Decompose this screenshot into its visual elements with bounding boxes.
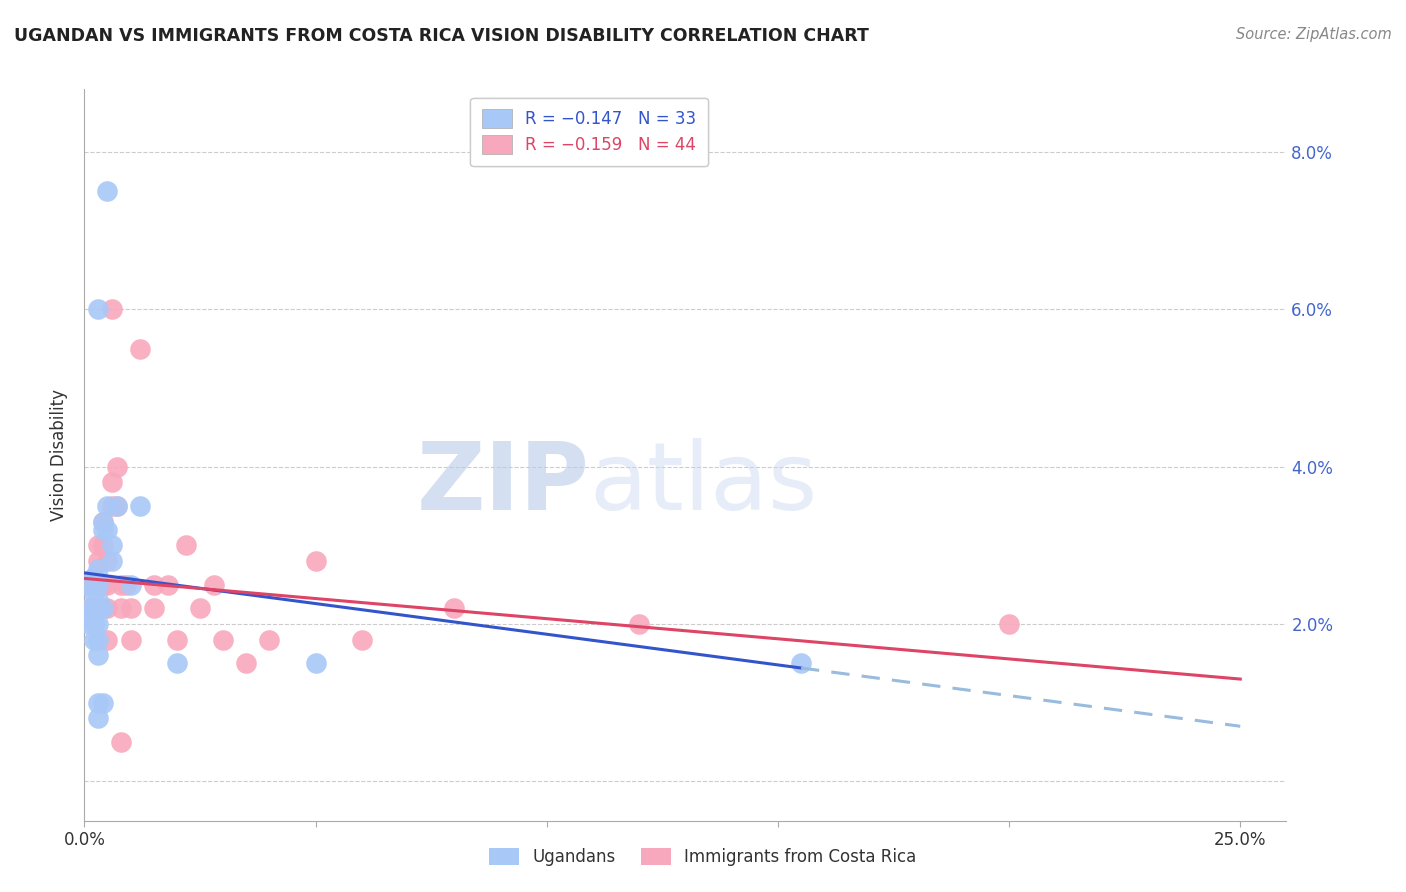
Point [304,554,326,568]
Point [87,711,110,725]
Text: atlas: atlas [589,438,817,530]
Point [174,538,197,552]
Point [91,523,114,537]
Legend: Ugandans, Immigrants from Costa Rica: Ugandans, Immigrants from Costa Rica [481,840,925,875]
Point [77,601,100,615]
Point [105,499,128,513]
Point [87,538,110,552]
Point [304,657,326,671]
Point [87,593,110,607]
Point [142,601,165,615]
Point [83,585,105,599]
Point [120,577,142,591]
Point [91,601,114,615]
Point [77,617,100,632]
Point [101,475,124,490]
Point [91,601,114,615]
Point [87,302,110,317]
Point [120,601,142,615]
Point [110,601,132,615]
Point [77,577,100,591]
Point [87,601,110,615]
Point [91,515,114,529]
Point [101,554,124,568]
Point [87,554,110,568]
Point [96,523,118,537]
Point [188,601,211,615]
Point [91,538,114,552]
Point [166,657,188,671]
Point [110,735,132,749]
Point [350,632,373,647]
Point [83,617,105,632]
Point [77,601,100,615]
Point [87,601,110,615]
Point [142,577,165,591]
Point [83,570,105,584]
Point [87,562,110,576]
Point [235,657,257,671]
Point [96,499,118,513]
Point [166,632,188,647]
Text: Source: ZipAtlas.com: Source: ZipAtlas.com [1236,27,1392,42]
Text: ZIP: ZIP [416,438,589,530]
Point [91,515,114,529]
Point [259,632,281,647]
Point [628,617,651,632]
Y-axis label: Vision Disability: Vision Disability [51,389,69,521]
Point [998,617,1021,632]
Point [87,577,110,591]
Point [790,657,813,671]
Text: UGANDAN VS IMMIGRANTS FROM COSTA RICA VISION DISABILITY CORRELATION CHART: UGANDAN VS IMMIGRANTS FROM COSTA RICA VI… [14,27,869,45]
Point [101,302,124,317]
Point [83,632,105,647]
Point [83,577,105,591]
Point [96,554,118,568]
Point [202,577,225,591]
Point [87,696,110,710]
Point [128,499,150,513]
Point [87,617,110,632]
Point [110,577,132,591]
Point [87,648,110,663]
Point [83,570,105,584]
Point [105,459,128,474]
Point [105,499,128,513]
Point [156,577,179,591]
Point [96,632,118,647]
Point [128,342,150,356]
Legend: R = −0.147   N = 33, R = −0.159   N = 44: R = −0.147 N = 33, R = −0.159 N = 44 [471,97,709,166]
Point [101,538,124,552]
Point [83,601,105,615]
Point [87,632,110,647]
Point [91,696,114,710]
Point [96,185,118,199]
Point [91,577,114,591]
Point [115,577,138,591]
Point [87,577,110,591]
Point [83,601,105,615]
Point [443,601,465,615]
Point [96,601,118,615]
Point [96,577,118,591]
Point [212,632,235,647]
Point [120,632,142,647]
Point [77,577,100,591]
Point [101,499,124,513]
